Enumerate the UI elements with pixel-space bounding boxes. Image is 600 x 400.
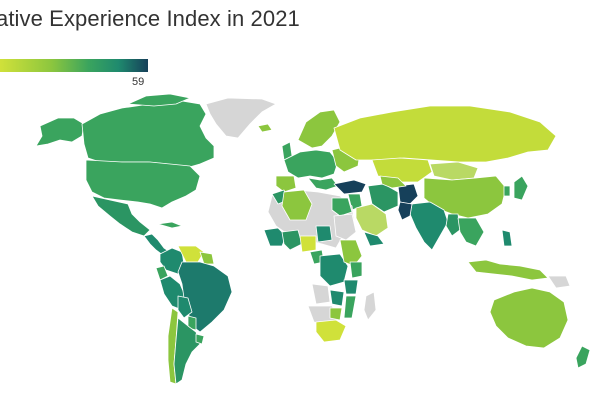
region-mozambique: [343, 295, 357, 319]
map-title: ative Experience Index in 2021: [0, 6, 300, 31]
region-myanmar: [445, 213, 461, 237]
region-angola: [311, 283, 331, 305]
region-turkey: [333, 179, 367, 195]
region-sudan: [333, 213, 357, 241]
region-uruguay: [195, 333, 205, 345]
region-png: [547, 275, 571, 289]
region-nigeria: [299, 235, 317, 253]
region-bolivia: [177, 295, 193, 319]
region-central-asia: [379, 175, 407, 189]
region-east-africa: [339, 239, 363, 267]
region-west-africa-2: [281, 229, 303, 251]
region-iberia: [275, 175, 297, 193]
region-saudi-arabia: [355, 203, 389, 237]
region-japan: [513, 175, 529, 201]
region-kenya: [349, 261, 363, 279]
region-alaska: [35, 117, 85, 147]
region-russia: [333, 105, 557, 163]
region-canada: [81, 99, 215, 169]
region-pakistan: [397, 201, 413, 221]
region-indochina: [457, 217, 485, 247]
region-philippines: [501, 229, 513, 247]
region-arctic-islands: [127, 93, 191, 107]
region-indonesia: [467, 259, 549, 281]
region-yemen: [363, 231, 385, 247]
region-australia: [489, 287, 569, 349]
region-greenland: [205, 97, 277, 139]
region-paraguay: [187, 315, 197, 331]
region-iceland: [257, 123, 273, 133]
region-cuba: [157, 221, 183, 229]
region-western-europe: [283, 149, 339, 179]
region-brazil: [177, 261, 233, 333]
region-usa: [85, 159, 201, 209]
legend-max-label: 59: [132, 76, 145, 88]
region-tanzania: [343, 279, 359, 295]
region-mexico: [91, 195, 151, 237]
region-algeria: [281, 189, 313, 221]
color-scale-legend: [0, 59, 148, 72]
region-ecuador: [155, 265, 169, 281]
region-egypt: [331, 197, 353, 217]
region-india: [409, 201, 449, 251]
region-afghanistan: [397, 183, 419, 205]
region-botswana: [329, 307, 343, 321]
region-madagascar: [363, 291, 377, 321]
region-chad: [315, 225, 333, 243]
region-new-zealand: [575, 345, 591, 369]
region-south-africa: [315, 319, 347, 343]
region-guianas: [199, 251, 215, 265]
region-zambia: [329, 289, 345, 307]
region-mongolia: [429, 161, 479, 181]
region-scandinavia: [297, 109, 341, 149]
region-korea: [503, 185, 511, 197]
region-argentina: [173, 317, 201, 385]
region-italy-balkans: [307, 177, 339, 191]
